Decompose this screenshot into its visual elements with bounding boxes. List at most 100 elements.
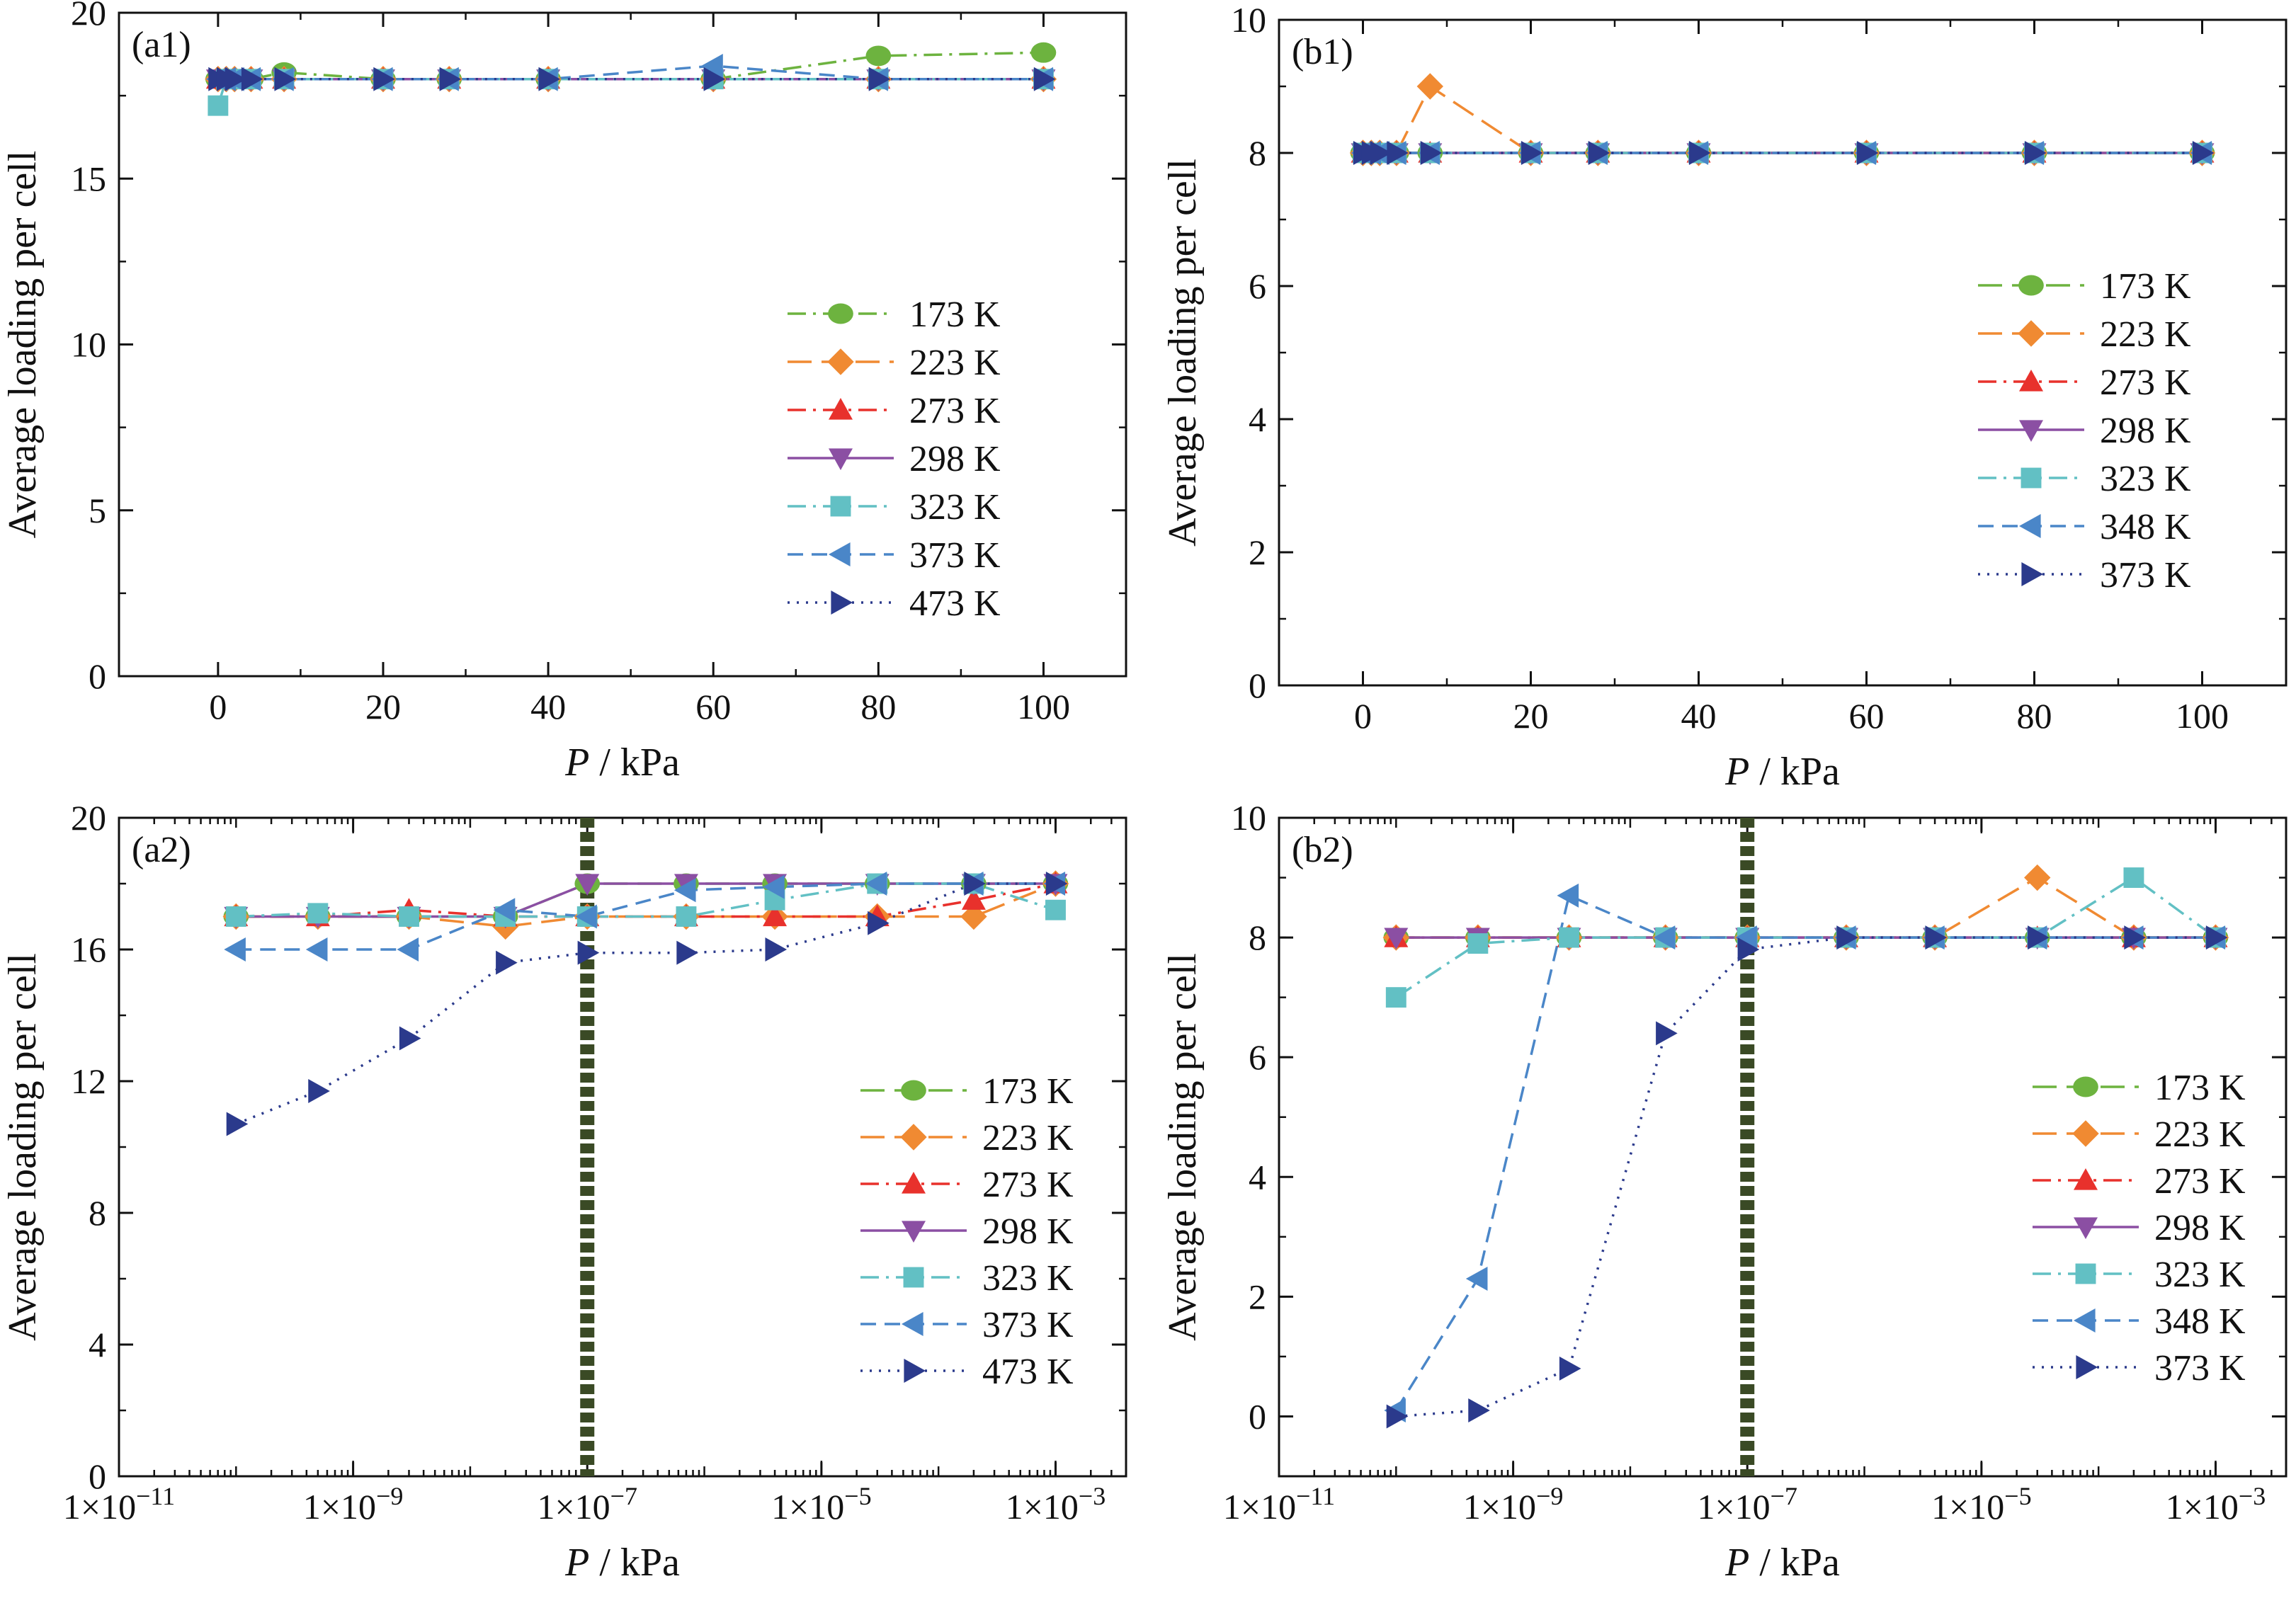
data-point-323k [399,906,419,927]
x-tick-label: 1×10−11 [63,1482,175,1527]
panel-b2: 1×10−11 1×10−9 1×10−7 1×10−5 1×10−3 0 2 4 6 8 10 Av… [1161,798,2288,1585]
legend-marker [829,542,851,566]
data-point-273k [763,904,788,927]
data-point-473k [274,67,297,91]
x-axis-label: P / kPa [1724,1541,1840,1585]
legend-label: 298 K [982,1211,1074,1252]
legend-marker [828,303,853,324]
legend-marker [2075,1263,2096,1284]
data-point-373k [1656,1021,1678,1046]
series-line-373k [1396,936,2216,1418]
legend: 173 K 223 K 273 K 298 K 323 K 373 K 473 K [860,1071,1074,1392]
data-point-373k [1559,1356,1581,1381]
data-point-373k [575,904,597,929]
data-point-373k [2205,925,2228,950]
data-point-373k [2124,925,2146,950]
legend-marker [2021,562,2043,586]
x-tick-label: 0 [1354,696,1372,736]
y-tick-label: 6 [1249,1037,1266,1077]
data-point-473k [868,67,891,91]
panel-b1: 0 20 40 60 80 100 0 2 4 6 8 10 Average loading per c… [1161,0,2288,794]
legend-marker [2072,1120,2099,1147]
data-point-473k [1033,67,1056,91]
data-point-373k [2024,141,2047,165]
legend-marker [903,1267,924,1288]
y-axis-label: Average loading per cell [1161,159,1205,547]
legend-label: 323 K [982,1258,1074,1299]
legend-label: 273 K [982,1165,1074,1205]
x-axis-label: P / kPa [564,1541,680,1585]
y-tick-label: 0 [1249,666,1266,705]
panel-a2: 1×10−11 1×10−9 1×10−7 1×10−5 1×10−3 0 4 8 12 16 20… [1,798,1127,1585]
x-axis-label: P / kPa [564,741,680,785]
legend-marker [2019,420,2043,442]
series-line-223k [236,882,1057,928]
legend-marker [831,591,853,615]
panel-label: (a2) [132,830,191,870]
legend-label: 373 K [2100,555,2191,595]
legend-marker [2074,1217,2098,1239]
legend-label: 323 K [2154,1255,2246,1295]
legend-label: 373 K [982,1305,1074,1345]
data-point-373k [305,937,328,962]
legend-label: 173 K [982,1071,1074,1112]
data-point-473k [964,872,986,896]
y-tick-label: 4 [89,1325,106,1364]
data-point-373k [1420,141,1443,165]
data-point-473k [1045,872,1068,896]
series-line-373k [217,64,1044,81]
data-point-298k [1384,928,1409,950]
data-point-373k [1521,141,1543,165]
legend-label: 273 K [909,391,1001,431]
series-line-323k [217,77,1044,106]
legend-marker [827,348,854,375]
data-point-223k [2024,864,2051,891]
y-tick-label: 4 [1249,1157,1266,1197]
legend-marker [902,1221,926,1243]
x-tick-label: 20 [365,687,401,726]
data-point-373k [2028,925,2050,950]
legend-marker [829,448,853,470]
legend-marker [2018,275,2044,296]
x-tick-label: 20 [1513,696,1549,736]
data-point-223k [960,903,987,930]
data-point-473k [765,937,788,962]
data-point-373k [1588,141,1610,165]
y-tick-label: 2 [1249,1277,1266,1316]
data-point-473k [703,67,726,91]
data-point-323k [225,906,246,927]
data-point-348k [1465,1267,1488,1291]
legend-marker [2021,467,2042,489]
legend-label: 223 K [909,343,1001,383]
x-tick-label: 80 [860,687,896,726]
legend-marker [900,1124,927,1151]
x-tick-label: 40 [1681,696,1717,736]
legend-label: 223 K [2154,1114,2246,1155]
y-tick-label: 15 [71,159,106,198]
data-point-373k [493,898,516,923]
data-point-373k [1387,141,1409,165]
x-tick-label: 1×10−3 [2166,1482,2266,1527]
data-point-373k [865,872,887,896]
legend-marker [2073,1076,2098,1097]
legend: 173 K 223 K 273 K 298 K 323 K 348 K 373 K [1978,266,2191,595]
x-tick-label: 1×10−9 [303,1482,404,1527]
legend-marker [902,1312,923,1336]
panel-label: (a1) [132,25,191,65]
panel-label: (b1) [1292,32,1353,72]
y-tick-label: 2 [1249,532,1266,572]
legend-marker [2076,1355,2098,1379]
legend-marker [2019,514,2041,538]
data-point-373k [224,937,246,962]
legend-label: 173 K [2100,266,2191,307]
data-point-373k [1386,1404,1409,1429]
y-tick-label: 8 [1249,133,1266,173]
legend-label: 298 K [909,439,1001,479]
x-tick-label: 40 [530,687,566,726]
y-tick-label: 16 [71,930,106,969]
x-tick-label: 1×10−5 [771,1482,872,1527]
series-line-223k [1363,84,2203,154]
series-group [222,870,1069,1136]
